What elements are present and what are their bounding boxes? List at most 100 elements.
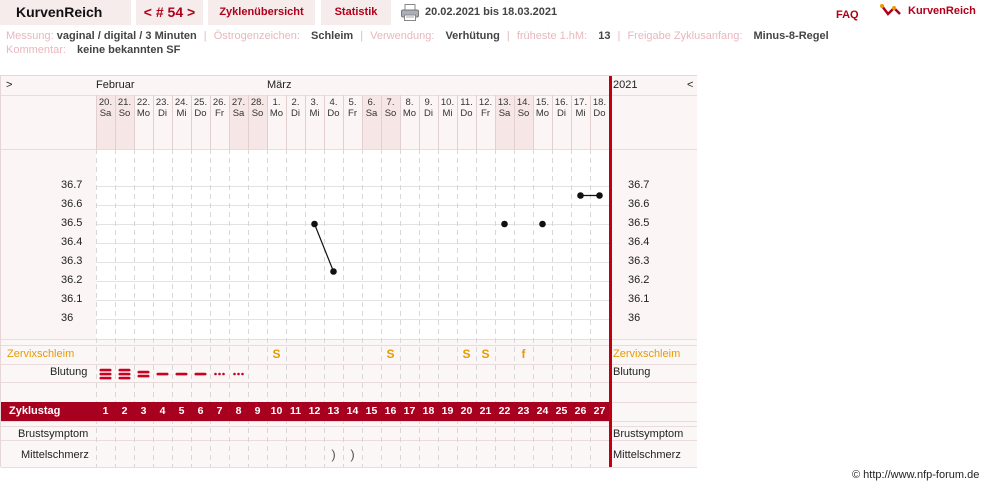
mucus-symbol-day-10[interactable]: S (272, 347, 281, 361)
temp-tick-left-4: 36.3 (61, 255, 83, 267)
mucus-symbol-day-21[interactable]: S (481, 347, 490, 361)
weekday-label-21: Fr (481, 108, 490, 119)
bleeding-mittel-day-3[interactable] (137, 370, 150, 378)
year-label: 2021 (613, 79, 638, 91)
month-label-feb: Februar (96, 79, 135, 91)
date-label-27: 18. (592, 97, 607, 108)
date-label-16: 7. (386, 97, 395, 108)
cycle-day-16[interactable]: 16 (384, 405, 397, 417)
temperature-point-day-12[interactable] (311, 220, 318, 228)
bleeding-stark-day-2[interactable] (118, 368, 131, 380)
cycle-day-20[interactable]: 20 (460, 405, 473, 417)
estrogen-value: Schleim (311, 30, 354, 42)
cycle-day-10[interactable]: 10 (270, 405, 283, 417)
cycle-day-15[interactable]: 15 (365, 405, 378, 417)
temp-tick-left-7: 36 (61, 312, 74, 324)
tab-cycle-overview[interactable]: Zyklenübersicht (208, 0, 315, 25)
temp-tick-right-1: 36.6 (628, 198, 650, 210)
date-label-1: 20. (98, 97, 113, 108)
date-label-10: 1. (272, 97, 281, 108)
cycle-navigator: < # 54 > (136, 0, 203, 25)
date-label-19: 10. (440, 97, 455, 108)
cycle-day-22[interactable]: 22 (498, 405, 511, 417)
top-bar: KurvenReich < # 54 > Zyklenübersicht Sta… (0, 0, 981, 25)
chart-canvas (1, 76, 697, 468)
comment-key: Kommentar: (6, 44, 66, 56)
cycle-day-11[interactable]: 11 (289, 405, 302, 417)
cycle-day-4[interactable]: 4 (159, 405, 166, 417)
previous-cycle-button[interactable]: < (143, 4, 152, 20)
bleeding-schwach-day-6[interactable] (194, 372, 207, 376)
midpain-row-label-right: Mittelschmerz (613, 449, 681, 461)
weekend-shade-day-15 (362, 95, 381, 149)
release-value: Minus-8-Regel (753, 30, 829, 42)
bleeding-schmier-day-7[interactable] (214, 372, 225, 376)
faq-link[interactable]: FAQ (836, 9, 859, 21)
temp-tick-left-3: 36.4 (61, 236, 83, 248)
weekday-label-6: Do (194, 108, 207, 119)
cycle-day-12[interactable]: 12 (308, 405, 321, 417)
weekend-shade-day-16 (381, 95, 400, 149)
mucus-symbol-day-20[interactable]: S (462, 347, 471, 361)
bleeding-stark-day-1[interactable] (99, 368, 112, 380)
comment-value: keine bekannten SF (76, 44, 181, 56)
measurement-key: Messung: (6, 30, 54, 42)
weekday-label-10: Mo (269, 108, 284, 119)
weekday-label-26: Mi (575, 108, 586, 119)
temperature-point-day-26[interactable] (577, 192, 584, 199)
cycle-day-23[interactable]: 23 (517, 405, 530, 417)
midpain-symbol-day-13[interactable]: ) (331, 447, 336, 462)
cycle-day-1[interactable]: 1 (102, 405, 109, 417)
weekend-shade-day-8 (229, 95, 248, 149)
midpain-row-label: Mittelschmerz (21, 449, 89, 461)
mucus-symbol-day-16[interactable]: S (386, 347, 395, 361)
temp-tick-right-2: 36.5 (628, 217, 650, 229)
cycle-day-8[interactable]: 8 (235, 405, 242, 417)
weekday-label-23: So (517, 108, 530, 119)
meta-line-2: Kommentar: keine bekannten SF (6, 44, 180, 56)
temperature-point-day-24[interactable] (539, 220, 546, 228)
cycle-day-19[interactable]: 19 (441, 405, 454, 417)
temp-tick-left-0: 36.7 (61, 179, 83, 191)
cycle-day-3[interactable]: 3 (140, 405, 147, 417)
cycle-day-25[interactable]: 25 (555, 405, 568, 417)
midpain-symbol-day-14[interactable]: ) (350, 447, 355, 462)
temp-tick-right-3: 36.4 (628, 236, 650, 248)
weekday-label-1: Sa (99, 108, 112, 119)
tab-statistics[interactable]: Statistik (321, 0, 391, 25)
date-label-8: 27. (231, 97, 246, 108)
bleeding-schwach-day-4[interactable] (156, 372, 169, 376)
cycle-day-5[interactable]: 5 (178, 405, 185, 417)
date-label-21: 12. (478, 97, 493, 108)
left-column-background (1, 149, 96, 339)
date-label-6: 25. (193, 97, 208, 108)
next-cycle-button[interactable]: > (187, 4, 196, 20)
date-label-4: 23. (155, 97, 170, 108)
cycle-day-13[interactable]: 13 (327, 405, 340, 417)
cycle-day-2[interactable]: 2 (121, 405, 128, 417)
nav-forward-button[interactable]: < (687, 79, 694, 91)
weekday-label-19: Mi (442, 108, 453, 119)
mucus-symbol-day-23[interactable]: f (521, 347, 526, 361)
cycle-day-24[interactable]: 24 (536, 405, 549, 417)
cycle-day-14[interactable]: 14 (346, 405, 359, 417)
cycle-day-27[interactable]: 27 (593, 405, 606, 417)
cycle-day-26[interactable]: 26 (574, 405, 587, 417)
bleeding-schmier-day-8[interactable] (233, 372, 244, 376)
nav-back-button[interactable]: > (6, 79, 13, 91)
bleeding-schwach-day-5[interactable] (175, 372, 188, 376)
temperature-point-day-22[interactable] (501, 220, 508, 228)
cycle-day-7[interactable]: 7 (216, 405, 223, 417)
cycle-day-17[interactable]: 17 (403, 405, 416, 417)
temperature-point-day-27[interactable] (596, 192, 603, 199)
temperature-point-day-13[interactable] (330, 268, 337, 275)
mucus-row-label: Zervixschleim (7, 348, 75, 360)
weekend-shade-day-9 (248, 95, 267, 149)
cycle-day-18[interactable]: 18 (422, 405, 435, 417)
weekday-label-8: Sa (232, 108, 245, 119)
print-icon[interactable] (401, 4, 419, 21)
cycle-day-6[interactable]: 6 (197, 405, 204, 417)
date-label-14: 5. (348, 97, 357, 108)
cycle-day-9[interactable]: 9 (254, 405, 261, 417)
cycle-day-21[interactable]: 21 (479, 405, 492, 417)
